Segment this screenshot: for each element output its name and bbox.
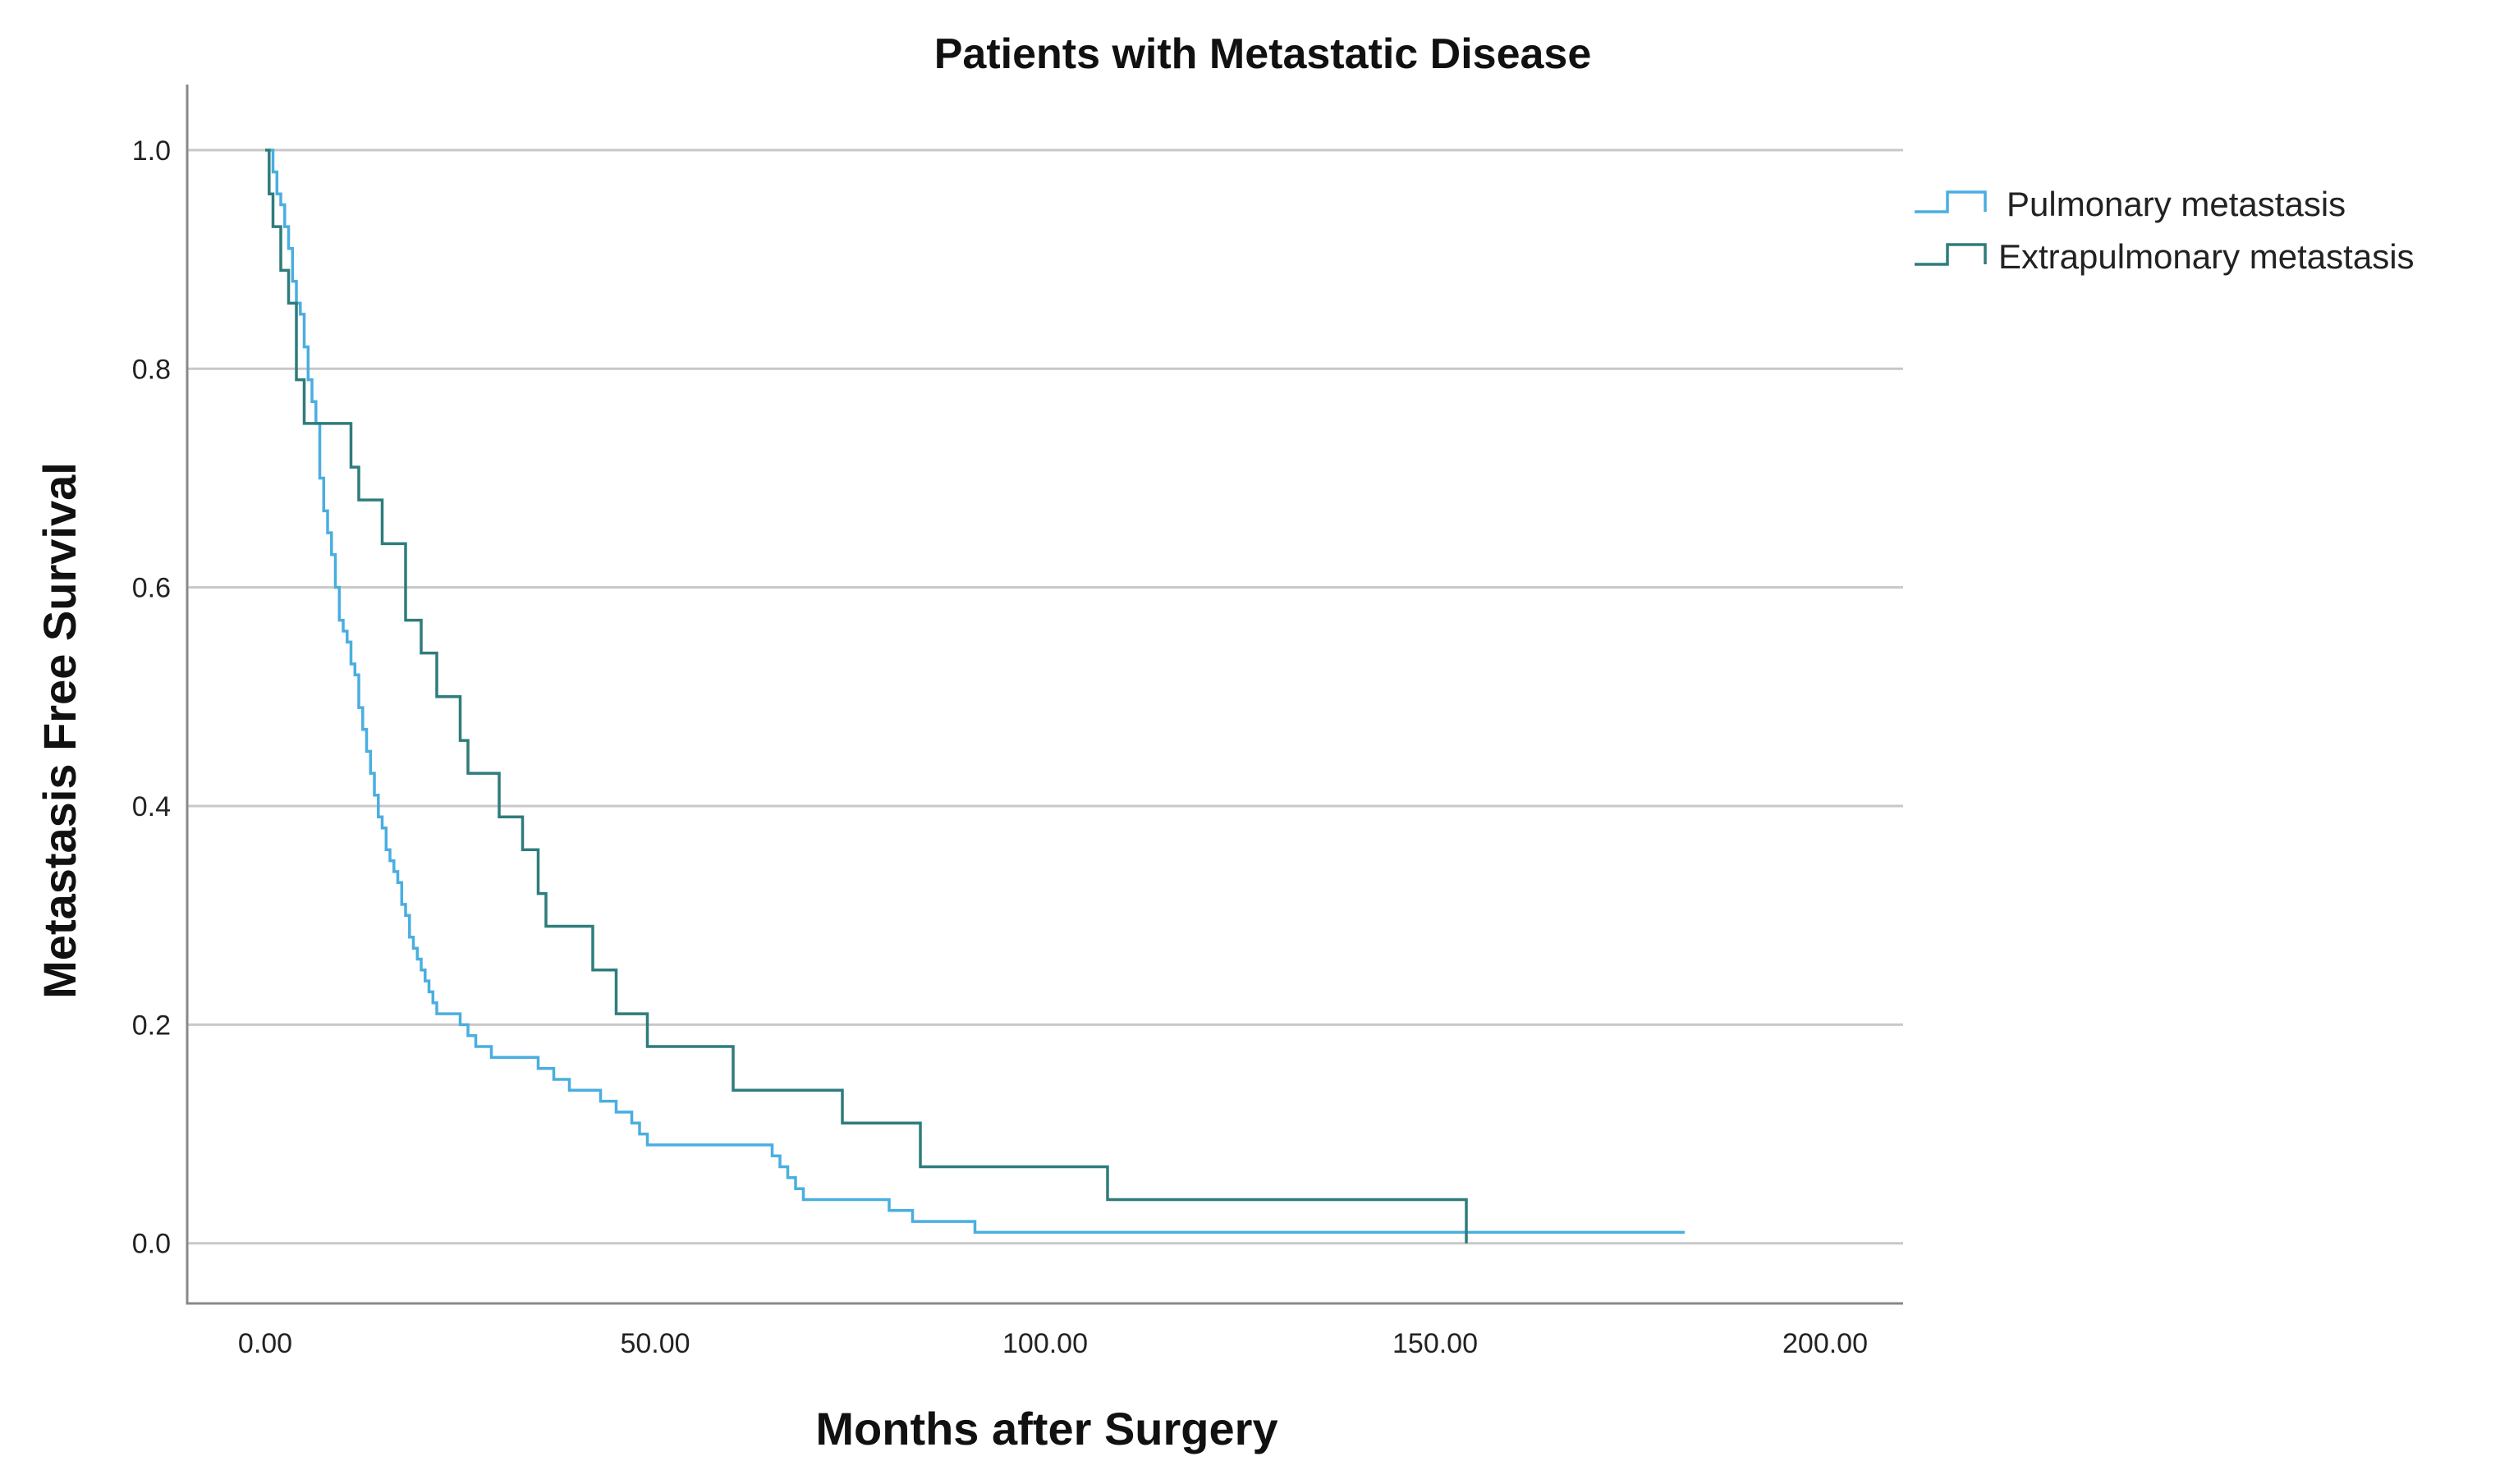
series-line-pulmonary [265, 149, 1685, 1234]
y-tick-label: 0.0 [132, 1229, 171, 1260]
legend-swatch-extrapulmonary [1915, 243, 1987, 266]
legend: Pulmonary metastasis Extrapulmonary meta… [1915, 185, 2415, 276]
y-tick-label: 0.2 [132, 1010, 171, 1041]
legend-swatch-pulmonary [1915, 190, 1987, 213]
y-axis-ticks: 0.0 0.2 0.4 0.6 0.8 1.0 [132, 135, 171, 1260]
y-tick-label: 1.0 [132, 135, 171, 167]
series [265, 149, 1685, 1244]
legend-label-pulmonary: Pulmonary metastasis [2007, 185, 2346, 223]
y-tick-label: 0.4 [132, 791, 171, 822]
chart-title: Patients with Metastatic Disease [934, 30, 1592, 78]
x-tick-label: 200.00 [1782, 1328, 1868, 1359]
x-axis-label: Months after Surgery [815, 1403, 1277, 1454]
axis-frame [186, 85, 1903, 1305]
legend-label-extrapulmonary: Extrapulmonary metastasis [1998, 237, 2415, 276]
x-tick-label: 150.00 [1392, 1328, 1478, 1359]
y-tick-label: 0.6 [132, 573, 171, 604]
series-line-extrapulmonary [265, 149, 1468, 1244]
gridlines [187, 149, 1903, 1245]
x-tick-label: 0.00 [238, 1328, 292, 1359]
x-tick-label: 50.00 [620, 1328, 690, 1359]
axes [186, 85, 1903, 1305]
x-tick-label: 100.00 [1002, 1328, 1088, 1359]
x-axis-ticks: 0.00 50.00 100.00 150.00 200.00 [238, 1328, 1868, 1359]
y-axis-label: Metastasis Free Survival [34, 462, 85, 999]
y-tick-label: 0.8 [132, 354, 171, 385]
